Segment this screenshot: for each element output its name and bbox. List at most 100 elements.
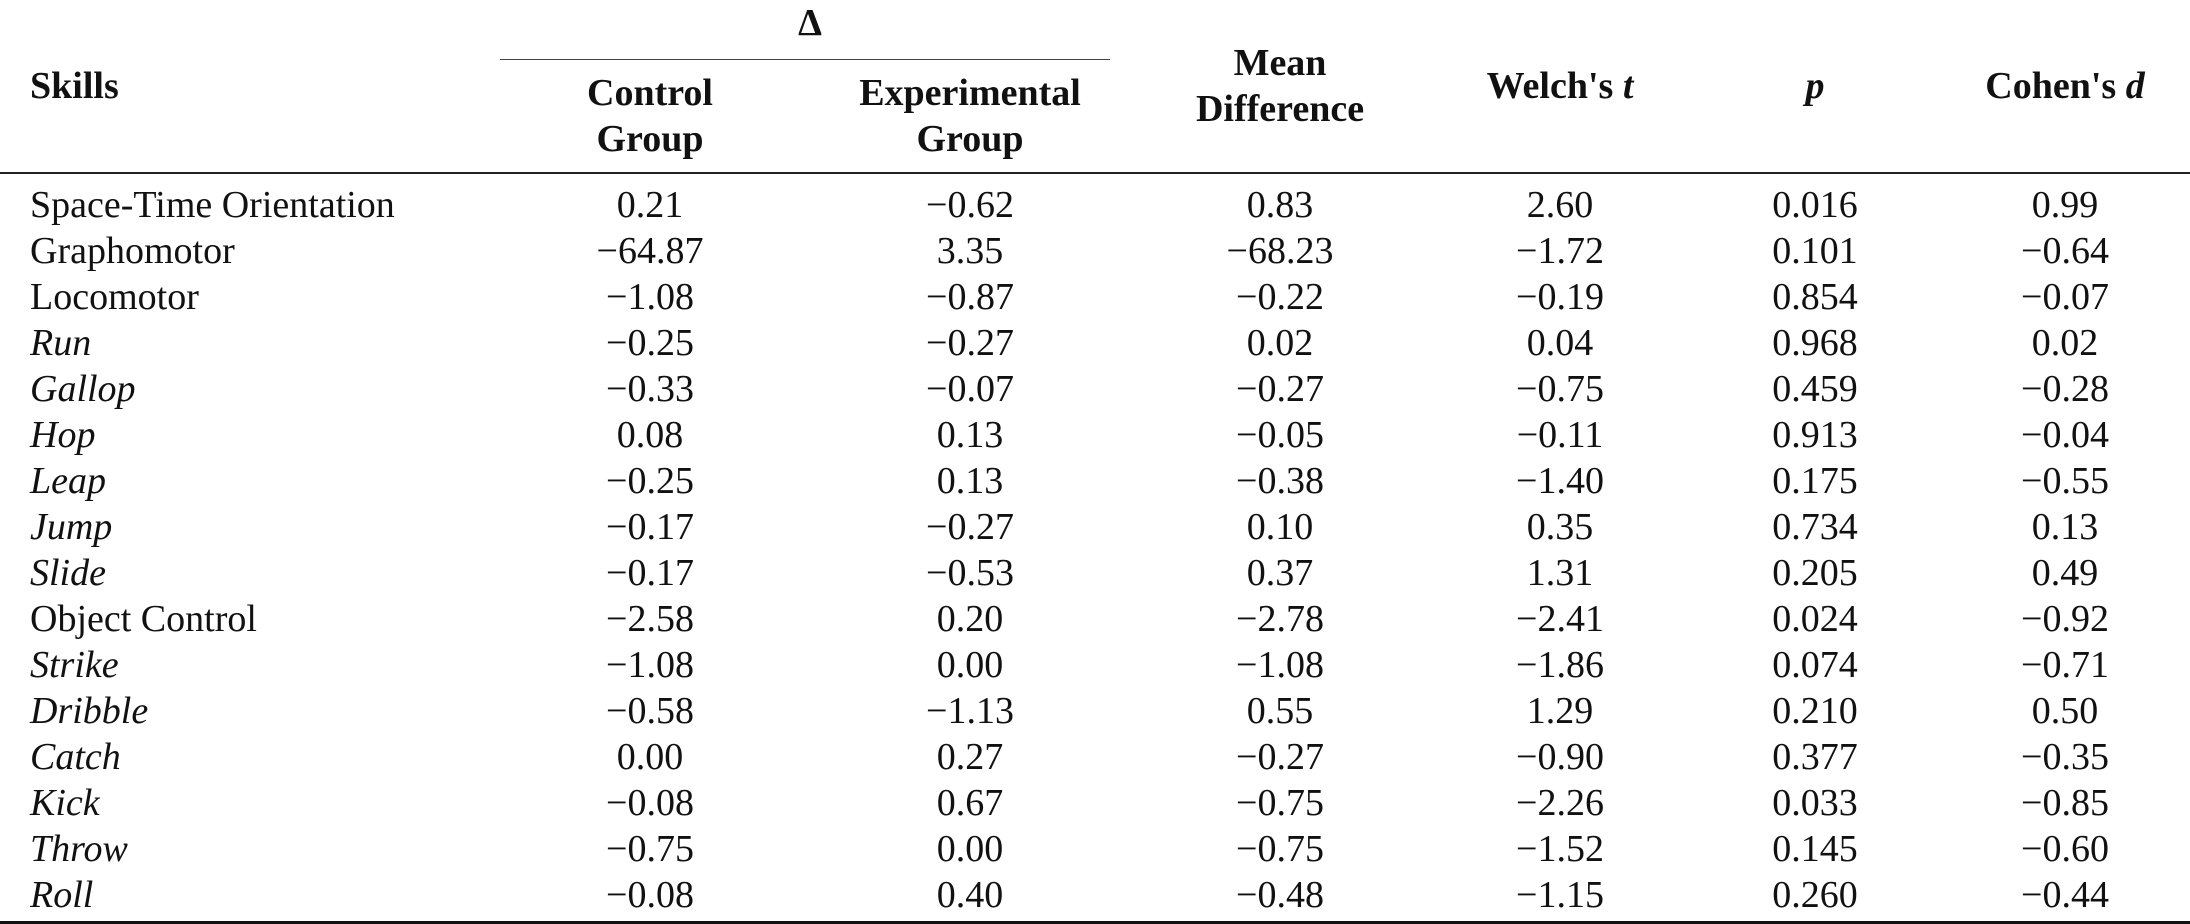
cohen-d-cell: −0.60 — [2021, 828, 2109, 870]
control-cell: −0.25 — [606, 460, 694, 502]
control-cell: −1.08 — [606, 644, 694, 686]
mean-diff-cell: −0.27 — [1236, 736, 1324, 778]
experimental-cell: −1.13 — [926, 690, 1014, 732]
table-row: Hop 0.08 0.13 −0.05 −0.11 0.913 −0.04 — [0, 412, 2190, 458]
mean-diff-cell: −0.48 — [1236, 874, 1324, 916]
welch-t-cell: 1.29 — [1526, 690, 1594, 732]
header-mean-line2: Difference — [1195, 88, 1365, 130]
cohen-d-cell: −0.04 — [2021, 414, 2109, 456]
p-cell: 0.459 — [1772, 368, 1858, 410]
table-row: Throw −0.75 0.00 −0.75 −1.52 0.145 −0.60 — [0, 826, 2190, 872]
bottom-rule — [0, 921, 2190, 924]
control-cell: −2.58 — [606, 598, 694, 640]
experimental-cell: 0.00 — [936, 644, 1004, 686]
skill-cell: Throw — [30, 828, 128, 870]
control-cell: −64.87 — [596, 230, 704, 272]
p-cell: 0.913 — [1772, 414, 1858, 456]
control-cell: 0.21 — [616, 184, 684, 226]
spacer-cell — [0, 173, 2190, 182]
header-cohen-var: d — [2125, 65, 2145, 107]
skill-cell: Slide — [30, 552, 106, 594]
mean-diff-cell: −0.27 — [1236, 368, 1324, 410]
welch-t-cell: −1.86 — [1516, 644, 1604, 686]
welch-t-cell: 1.31 — [1526, 552, 1594, 594]
experimental-cell: 3.35 — [936, 230, 1004, 272]
skill-cell: Dribble — [30, 690, 149, 732]
skill-cell: Leap — [30, 460, 106, 502]
mean-diff-cell: −0.75 — [1236, 782, 1324, 824]
header-cohen-label: Cohen's — [1985, 65, 2126, 107]
table-row: Space-Time Orientation 0.21 −0.62 0.83 2.60 0… — [0, 182, 2190, 228]
mean-diff-cell: 0.83 — [1246, 184, 1314, 226]
experimental-cell: 0.40 — [936, 874, 1004, 916]
header-delta: Δ — [490, 0, 1130, 60]
header-cohen-d: Cohen's d — [1940, 0, 2190, 173]
welch-t-cell: −0.75 — [1516, 368, 1604, 410]
cohen-d-cell: −0.64 — [2021, 230, 2109, 272]
header-control-line2: Group — [596, 118, 704, 160]
welch-t-cell: 2.60 — [1526, 184, 1594, 226]
table-row: Jump −0.17 −0.27 0.10 0.35 0.734 0.13 — [0, 504, 2190, 550]
table-row: Locomotor −1.08 −0.87 −0.22 −0.19 0.854 −0.07 — [0, 274, 2190, 320]
skill-cell: Object Control — [30, 598, 257, 640]
p-cell: 0.854 — [1772, 276, 1858, 318]
experimental-cell: −0.27 — [926, 322, 1014, 364]
mean-diff-cell: 0.10 — [1246, 506, 1314, 548]
header-mean-difference: Mean Difference — [1130, 0, 1430, 173]
header-welch-label: Welch's — [1486, 65, 1623, 107]
table-row: Slide −0.17 −0.53 0.37 1.31 0.205 0.49 — [0, 550, 2190, 596]
cohen-d-cell: −0.92 — [2021, 598, 2109, 640]
skill-cell: Roll — [30, 874, 94, 916]
welch-t-cell: −1.15 — [1516, 874, 1604, 916]
table-row: Run −0.25 −0.27 0.02 0.04 0.968 0.02 — [0, 320, 2190, 366]
p-cell: 0.024 — [1772, 598, 1858, 640]
control-cell: −0.17 — [606, 506, 694, 548]
experimental-cell: −0.62 — [926, 184, 1014, 226]
mean-diff-cell: 0.02 — [1246, 322, 1314, 364]
table-header: Skills Δ Mean Difference Welch's t p Coh… — [0, 0, 2190, 173]
header-spacer — [0, 173, 2190, 182]
skill-cell: Kick — [30, 782, 100, 824]
header-p: p — [1805, 65, 1825, 107]
control-cell: −0.33 — [606, 368, 694, 410]
p-cell: 0.205 — [1772, 552, 1858, 594]
header-skills: Skills — [30, 65, 119, 107]
header-delta-label: Δ — [798, 2, 822, 44]
cohen-d-cell: −0.28 — [2021, 368, 2109, 410]
experimental-cell: 0.00 — [936, 828, 1004, 870]
table-row: Graphomotor −64.87 3.35 −68.23 −1.72 0.101 −0.… — [0, 228, 2190, 274]
mean-diff-cell: 0.55 — [1246, 690, 1314, 732]
mean-diff-cell: 0.37 — [1246, 552, 1314, 594]
header-experimental-group: Experimental Group — [810, 60, 1130, 173]
experimental-cell: 0.20 — [936, 598, 1004, 640]
experimental-cell: 0.13 — [936, 414, 1004, 456]
cohen-d-cell: 0.49 — [2031, 552, 2099, 594]
table-row: Roll −0.08 0.40 −0.48 −1.15 0.260 −0.44 — [0, 872, 2190, 918]
p-cell: 0.968 — [1772, 322, 1858, 364]
skill-cell: Graphomotor — [30, 230, 235, 272]
header-welch-var: t — [1622, 65, 1634, 107]
cohen-d-cell: 0.99 — [2031, 184, 2099, 226]
p-cell: 0.210 — [1772, 690, 1858, 732]
skill-cell: Space-Time Orientation — [30, 184, 395, 226]
mean-diff-cell: −0.05 — [1236, 414, 1324, 456]
p-cell: 0.734 — [1772, 506, 1858, 548]
p-cell: 0.260 — [1772, 874, 1858, 916]
p-cell: 0.033 — [1772, 782, 1858, 824]
welch-t-cell: −2.26 — [1516, 782, 1604, 824]
header-control-group: Control Group — [490, 60, 810, 173]
skill-cell: Gallop — [30, 368, 136, 410]
p-cell: 0.074 — [1772, 644, 1858, 686]
welch-t-cell: −0.11 — [1516, 414, 1604, 456]
control-cell: −0.08 — [606, 874, 694, 916]
skill-cell: Jump — [30, 506, 113, 548]
welch-t-cell: −0.19 — [1516, 276, 1604, 318]
cohen-d-cell: −0.55 — [2021, 460, 2109, 502]
skill-cell: Strike — [30, 644, 119, 686]
table-row: Gallop −0.33 −0.07 −0.27 −0.75 0.459 −0.28 — [0, 366, 2190, 412]
welch-t-cell: 0.35 — [1526, 506, 1594, 548]
table-row: Strike −1.08 0.00 −1.08 −1.86 0.074 −0.71 — [0, 642, 2190, 688]
cohen-d-cell: 0.50 — [2031, 690, 2099, 732]
cohen-d-cell: −0.35 — [2021, 736, 2109, 778]
table-row: Dribble −0.58 −1.13 0.55 1.29 0.210 0.50 — [0, 688, 2190, 734]
